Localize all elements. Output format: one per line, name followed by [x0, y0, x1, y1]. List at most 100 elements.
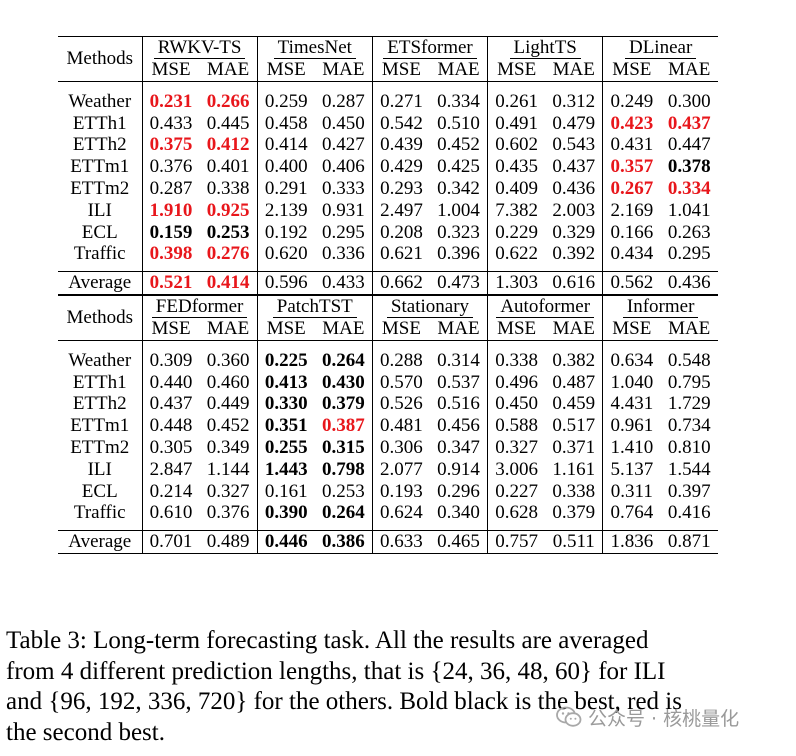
value-cell: 3.006 [487, 458, 546, 481]
value-cell: 7.382 [487, 199, 546, 222]
cell-value: 0.253 [321, 480, 365, 502]
cell-value: 0.409 [495, 177, 539, 199]
value-cell: 0.810 [660, 437, 718, 459]
cell-value: 0.701 [149, 531, 193, 553]
value-cell: 0.287 [141, 177, 200, 200]
header-row-models: Methods FEDformer PatchTST Stationary Autofo… [58, 294, 718, 341]
model-header: FEDformer [141, 294, 258, 318]
metric-header-mse: MSE [141, 59, 200, 82]
dataset-label: ILI [87, 199, 112, 221]
value-cell: 0.379 [315, 393, 373, 415]
metric-header-mae: MAE [322, 59, 365, 80]
value-cell: 0.338 [200, 178, 258, 200]
cell-value: 0.193 [380, 480, 423, 502]
cell-value: 1.544 [667, 458, 711, 480]
value-cell: 0.914 [430, 459, 488, 481]
cell-value: 0.312 [552, 90, 596, 112]
value-cell: 0.516 [430, 393, 488, 415]
cell-value: 0.489 [206, 531, 250, 553]
value-cell: 0.491 [487, 112, 546, 135]
cell-value: 0.437 [149, 393, 193, 415]
value-cell: 0.208 [371, 221, 430, 244]
cell-value: 0.412 [206, 134, 250, 156]
value-cell: 0.401 [200, 156, 258, 178]
cell-value: 0.357 [610, 156, 654, 178]
model-name: Autoformer [496, 296, 595, 318]
cell-value: 0.338 [552, 480, 596, 502]
table-row: ILI 1.910 0.925 2.139 0.931 2.497 1.004 7.382 2.… [58, 199, 718, 222]
model-header: TimesNet [256, 36, 373, 59]
results-table-top: Methods RWKV-TS TimesNet ETSformer LightTS DL… [58, 36, 718, 295]
metric-header-mse: MSE [256, 317, 315, 341]
table-row: ILI 2.847 1.144 1.443 0.798 2.077 0.914 3.006 1.… [58, 458, 718, 481]
cell-value: 0.430 [321, 371, 365, 393]
value-cell: 0.334 [660, 178, 718, 200]
value-cell: 0.423 [602, 112, 661, 135]
cell-value: 0.458 [264, 112, 308, 134]
dataset-label: ETTm2 [70, 177, 130, 199]
model-header: ETSformer [371, 36, 488, 59]
value-cell: 0.624 [371, 502, 430, 525]
metric-header-mae: MAE [552, 59, 595, 80]
value-cell: 0.437 [545, 156, 603, 178]
cell-value: 1.410 [610, 436, 654, 458]
cell-value: 0.227 [495, 480, 538, 502]
metric-header-mae: MAE [668, 59, 711, 80]
caption-line: Table 3: Long-term forecasting task. All… [6, 627, 649, 654]
value-cell: 0.342 [430, 178, 488, 200]
cell-value: 0.351 [264, 415, 308, 437]
cell-value: 0.437 [667, 112, 711, 134]
value-cell: 0.458 [256, 112, 315, 135]
cell-value: 0.379 [321, 393, 365, 415]
value-cell: 0.229 [487, 221, 546, 244]
average-value-cell: 0.596 [256, 271, 315, 295]
value-cell: 0.435 [487, 156, 546, 178]
average-value-cell: 0.633 [371, 530, 430, 554]
cell-value: 0.295 [321, 221, 365, 243]
cell-value: 0.253 [206, 221, 250, 243]
cell-value: 0.622 [495, 243, 539, 265]
cell-value: 1.161 [552, 458, 596, 480]
cell-value: 0.496 [495, 371, 538, 393]
cell-value: 0.961 [610, 415, 654, 437]
value-cell: 0.305 [141, 436, 200, 459]
dataset-label: ILI [87, 458, 112, 480]
value-cell: 0.431 [602, 134, 661, 157]
cell-value: 0.602 [495, 134, 539, 156]
cell-value: 0.329 [552, 221, 596, 243]
value-cell: 1.144 [200, 459, 258, 481]
cell-value: 0.225 [264, 349, 308, 371]
cell-value: 1.729 [667, 393, 711, 415]
value-cell: 0.314 [430, 350, 488, 372]
value-cell: 0.931 [315, 200, 373, 222]
value-cell: 0.400 [256, 156, 315, 178]
cell-value: 0.537 [437, 371, 480, 393]
metric-header-mse: MSE [602, 317, 661, 341]
value-cell: 0.459 [545, 393, 603, 415]
value-cell: 1.544 [660, 459, 718, 481]
cell-value: 0.450 [321, 112, 365, 134]
cell-value: 0.433 [149, 112, 193, 134]
cell-value: 1.040 [610, 371, 654, 393]
cell-value: 0.327 [495, 436, 538, 458]
metric-header-mae: MAE [207, 59, 250, 80]
cell-value: 0.406 [321, 156, 365, 178]
cell-value: 0.456 [437, 415, 480, 437]
value-cell: 0.634 [602, 349, 661, 372]
cell-value: 0.333 [321, 177, 365, 199]
cell-value: 0.249 [610, 90, 654, 112]
value-cell: 2.169 [602, 199, 661, 222]
value-cell: 5.137 [602, 458, 661, 481]
value-cell: 0.376 [200, 502, 258, 524]
metric-header-mse: MSE [256, 59, 315, 82]
cell-value: 0.231 [149, 90, 193, 112]
caption-line: and {96, 192, 336, 720} for the others. … [6, 688, 682, 715]
value-cell: 0.336 [315, 243, 373, 265]
wechat-icon [556, 706, 582, 727]
cell-value: 0.616 [552, 272, 596, 294]
value-cell: 0.300 [660, 91, 718, 113]
average-value-cell: 0.562 [602, 271, 661, 295]
value-cell: 0.925 [200, 200, 258, 222]
cell-value: 0.481 [380, 415, 423, 437]
results-table-bottom: Methods FEDformer PatchTST Stationary Autofo… [58, 294, 718, 554]
